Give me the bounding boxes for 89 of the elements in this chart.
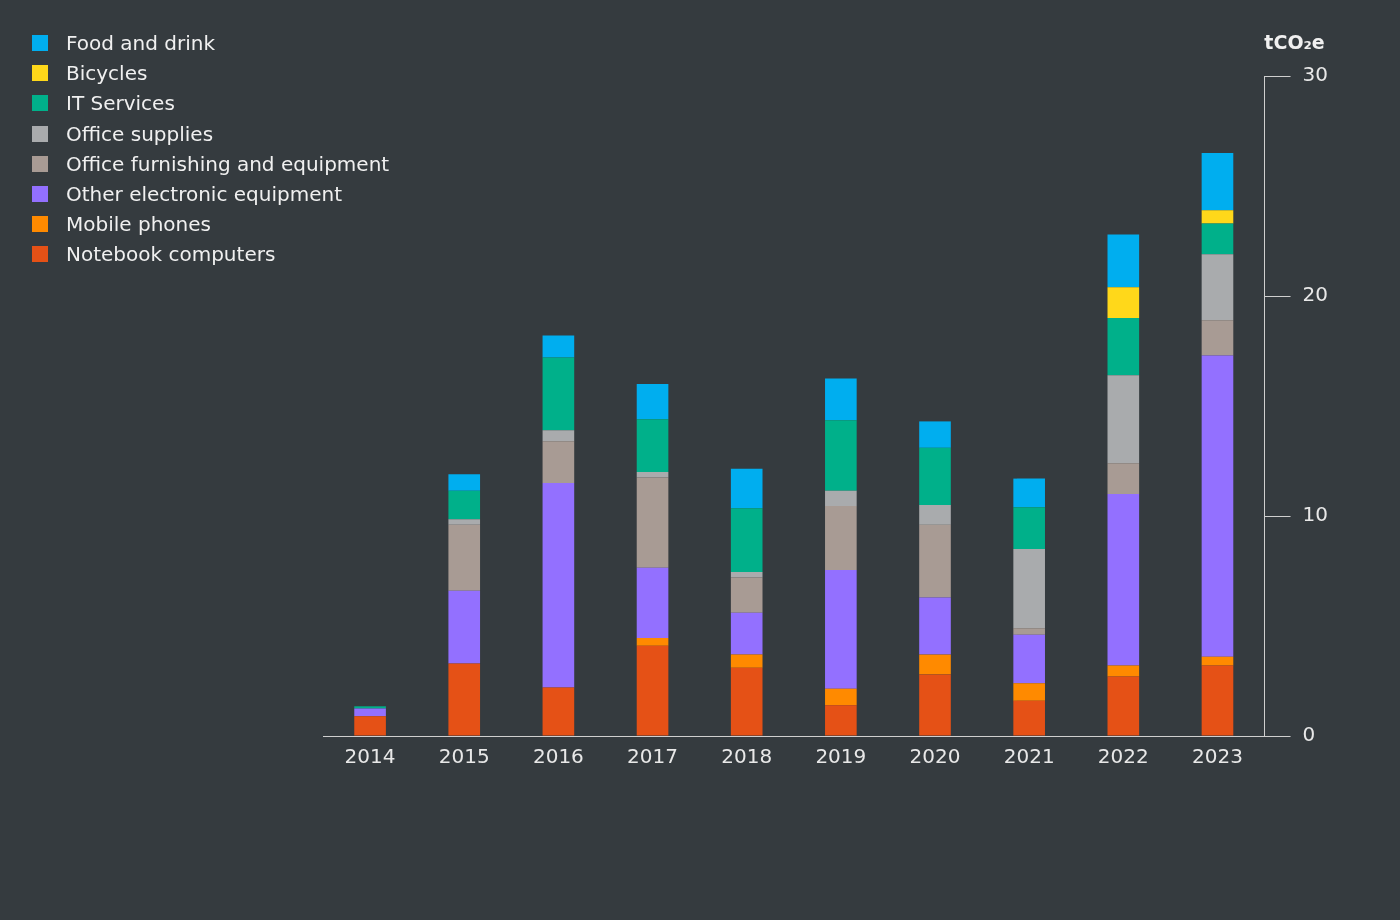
legend-label: Office supplies [66,121,214,146]
bar [1201,320,1234,356]
bar [542,441,575,483]
legend-label: Notebook computers [66,242,276,267]
bar [636,645,669,736]
bar [1013,628,1045,635]
bar [730,667,763,736]
x-tick-label: 2016 [532,744,584,769]
bar [730,508,763,573]
bar [636,638,669,646]
legend-label: Bicycles [66,61,148,86]
bar [1107,287,1140,318]
bar [825,506,857,570]
bar [1201,665,1234,736]
bar [1107,494,1140,666]
legend-label: Food and drink [66,31,216,56]
bar [1107,318,1140,376]
y-tick-label: 20 [1302,282,1328,307]
x-tick-label: 2022 [1097,744,1149,769]
bar [448,524,481,591]
bar [825,378,857,421]
x-tick-label: 2019 [815,744,867,769]
x-tick-label: 2015 [438,744,490,769]
bar [448,663,481,736]
bar [1013,478,1045,508]
bar [1201,210,1234,224]
bar [919,674,951,736]
bar [1107,375,1140,464]
bar [542,335,575,358]
x-tick-label: 2018 [721,744,773,769]
legend-label: Mobile phones [66,212,211,237]
bar [542,687,575,736]
bar [730,577,763,613]
bar [636,419,669,472]
bar [1013,549,1045,629]
bar [825,420,857,491]
bar [1201,223,1234,255]
bar [354,716,386,736]
bar [825,490,857,507]
bar [825,569,857,689]
y-tick-label: 30 [1302,62,1328,87]
bar [542,483,575,688]
bar [1013,700,1045,736]
bar [1201,355,1234,657]
bar [636,567,669,639]
bar [354,708,386,717]
y-axis-title: tCO₂e [1264,31,1325,54]
bar [1013,507,1045,549]
bar [1201,656,1234,666]
y-tick-label: 10 [1302,502,1328,527]
bar [636,384,669,420]
bar [825,705,857,736]
bar [1201,254,1234,321]
bar [919,447,951,505]
y-tick-label: 0 [1302,722,1316,747]
x-tick-label: 2014 [344,744,396,769]
bar [448,490,481,520]
bar [1013,634,1045,684]
bar [636,477,669,568]
x-tick-label: 2020 [909,744,961,769]
x-tick-label: 2021 [1003,744,1055,769]
bar [730,654,763,668]
bar [730,612,763,655]
bar [730,572,763,578]
bar [919,654,951,675]
bar [1107,234,1140,288]
bar [1013,683,1045,701]
bar [448,474,481,491]
legend-label: Other electronic equipment [66,182,342,207]
bar [825,688,857,706]
bar [1107,463,1140,494]
bar [448,519,481,525]
bar [1107,676,1140,736]
legend-label: IT Services [66,91,175,116]
x-tick-label: 2023 [1192,744,1243,769]
bar [1201,153,1234,211]
bar [919,421,951,448]
bar [542,357,575,431]
bar [919,505,951,525]
bar [448,590,481,664]
bar [542,430,575,442]
legend-label: Office furnishing and equipment [66,151,390,176]
bar [354,706,386,709]
x-tick-label: 2017 [627,744,678,769]
bar [919,597,951,655]
bar [1107,665,1140,677]
bar [919,524,951,598]
bar [730,468,763,509]
bar [636,472,669,478]
